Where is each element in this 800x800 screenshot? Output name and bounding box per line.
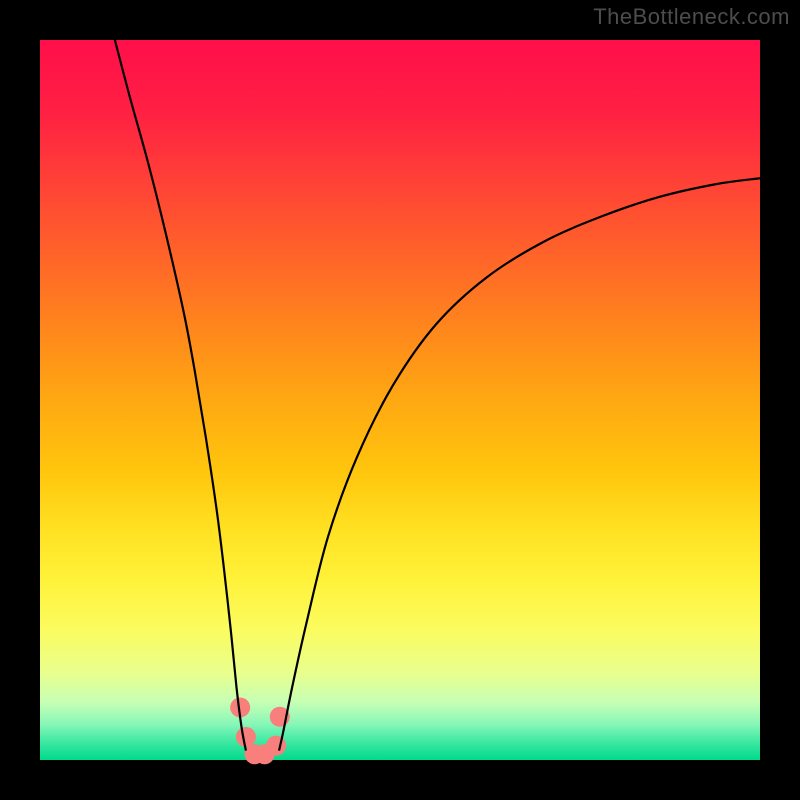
fit-marker [266, 736, 286, 756]
fit-marker [236, 727, 256, 747]
watermark-text: TheBottleneck.com [593, 4, 790, 30]
bottleneck-chart [0, 0, 800, 800]
plot-background [40, 40, 760, 760]
